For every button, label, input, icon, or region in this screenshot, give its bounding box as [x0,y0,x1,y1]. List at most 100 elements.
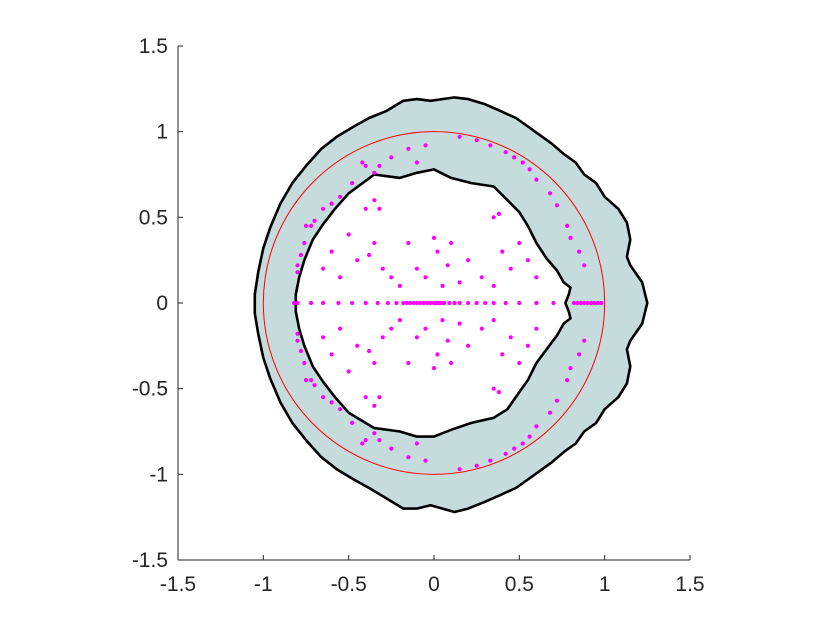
data-point [554,398,560,403]
data-point [582,338,587,343]
data-point [312,383,317,388]
data-point [338,275,343,280]
points-layer [292,134,604,472]
data-point [408,300,413,306]
outer-boundary-curve [253,96,649,514]
data-point [363,300,368,306]
shaded-annulus [254,97,648,513]
x-tick-label: 0 [428,573,440,596]
data-point [363,438,368,443]
data-point [568,366,573,371]
data-point [577,352,582,357]
data-point [503,150,508,155]
data-point [406,146,411,151]
data-point [500,249,505,254]
data-point [329,249,334,254]
data-point [551,300,556,306]
data-point [440,318,445,323]
data-point [292,300,297,306]
data-point [466,343,471,348]
data-point [321,206,326,211]
data-point [346,369,351,374]
data-point [517,300,522,306]
data-point [377,438,382,443]
unit-circle-layer [262,131,606,475]
data-point [406,455,411,460]
data-point [375,300,380,306]
data-point [491,318,496,323]
data-point [380,335,385,340]
data-point [338,194,343,199]
data-point [534,300,539,306]
data-point [329,352,334,357]
data-point [377,163,382,168]
data-point [466,300,471,306]
data-point [372,198,377,203]
data-point [599,300,604,306]
x-tick-label: -1.5 [160,573,196,596]
data-point [321,266,326,271]
data-point [568,235,573,240]
x-tick-label: 1.5 [675,573,704,596]
data-point [397,318,402,323]
data-point [527,167,532,172]
data-point [312,218,317,223]
data-point [363,163,368,168]
data-point [445,338,450,343]
data-point [303,223,309,228]
axes-layer: -1.5 -1 -0.5 0 0.5 1 1.5 1.5 1 0.5 0 -0.5 -1 -1.5 [132,35,705,596]
data-point [452,300,457,306]
data-point [404,300,409,306]
data-point [491,283,496,288]
data-point [414,300,419,306]
data-point [406,360,411,366]
data-point [534,326,539,331]
data-point [488,458,493,463]
data-point [577,249,582,254]
data-point [508,266,513,271]
data-point [329,400,334,405]
data-point [483,300,488,306]
data-point [595,300,600,306]
x-tick-label: 0.5 [505,573,534,596]
data-point [360,441,365,446]
data-point [309,300,314,306]
data-point [355,343,360,348]
data-point [397,283,402,288]
unit-circle [262,131,606,475]
data-point [565,223,570,228]
y-tick-label: 1.5 [139,35,168,58]
data-point [534,424,539,429]
data-point [350,300,355,306]
data-point [418,300,423,306]
data-point [414,441,419,446]
data-point [360,160,365,165]
data-point [303,378,309,383]
data-point [431,300,437,306]
data-point [491,386,496,391]
data-point [377,395,382,400]
data-point [321,335,326,340]
data-point [428,300,433,306]
data-point [525,258,531,263]
data-point [372,431,377,436]
data-point [491,300,496,306]
data-point [582,300,587,306]
y-tick-label: 1 [156,121,168,144]
data-point [520,160,525,165]
data-point [421,300,426,306]
data-point [394,300,399,306]
y-tick-label: -0.5 [132,378,168,401]
data-point [520,441,525,446]
data-point [298,252,303,258]
data-point [508,335,513,340]
data-point [525,343,531,348]
data-point [309,223,314,228]
data-point [440,283,445,288]
data-point [414,266,419,271]
data-point [350,420,355,425]
data-point [457,300,462,306]
data-point [534,177,539,182]
data-point [479,275,484,280]
data-point [431,235,437,240]
